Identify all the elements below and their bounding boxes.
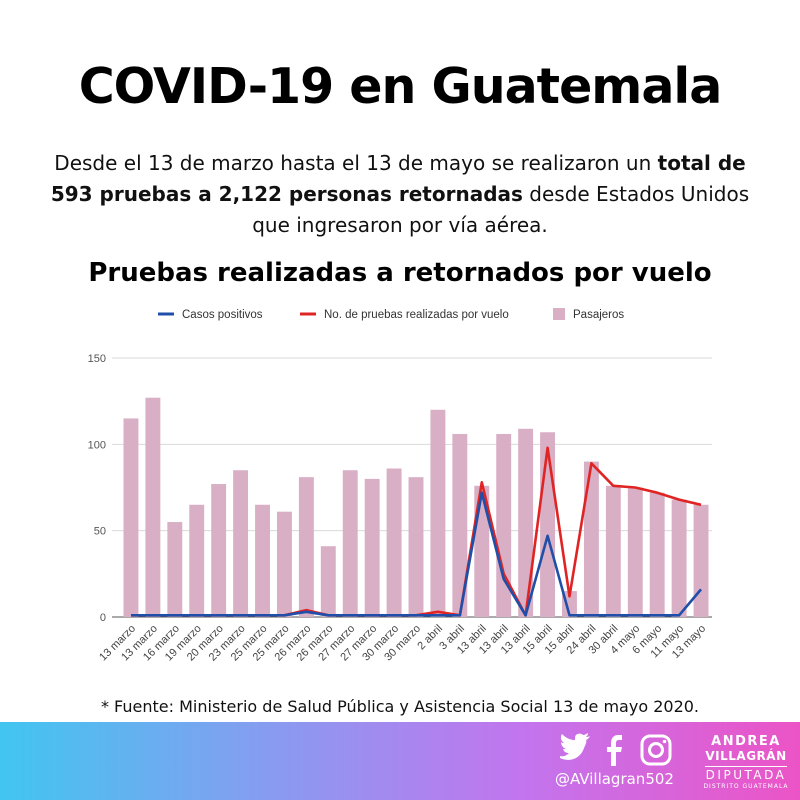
bar: [583, 461, 599, 617]
facebook-icon[interactable]: [607, 735, 622, 766]
bar: [211, 484, 227, 617]
bar: [167, 522, 183, 617]
bar: [276, 511, 292, 617]
bar: [430, 409, 446, 617]
legend-label: Pasajeros: [573, 309, 624, 321]
source-note: * Fuente: Ministerio de Salud Pública y …: [100, 697, 700, 716]
bar: [408, 477, 424, 617]
bar: [298, 477, 314, 617]
brand-role: DIPUTADA: [705, 766, 787, 782]
bar: [386, 468, 402, 617]
bar: [123, 418, 139, 617]
bar: [540, 432, 556, 617]
intro-text-part1: Desde el 13 de marzo hasta el 13 de mayo…: [54, 151, 658, 175]
bar-series: [123, 397, 709, 617]
bar: [518, 428, 534, 617]
y-tick-label: 100: [88, 439, 106, 451]
brand-name-last: VILLAGRÁN: [705, 749, 787, 763]
chart: Casos positivos No. de pruebas realizadas…: [88, 308, 712, 664]
bar: [693, 504, 709, 617]
brand-name-first: ANDREA: [711, 734, 781, 749]
bar: [189, 504, 205, 617]
brand-district: DISTRITO GUATEMALA: [703, 783, 789, 790]
brand-logo: ANDREA VILLAGRÁN DIPUTADA DISTRITO GUATE…: [701, 734, 791, 791]
bar: [233, 470, 249, 617]
instagram-icon[interactable]: [640, 734, 672, 766]
intro-text-part2: desde Estados Unidos que ingresaron por …: [252, 182, 750, 237]
bar: [671, 499, 687, 617]
bar: [342, 470, 358, 617]
bar: [452, 433, 468, 617]
bar: [364, 478, 380, 617]
chart-legend: Casos positivos No. de pruebas realizadas…: [158, 308, 624, 321]
y-tick-label: 150: [88, 353, 106, 365]
intro-text: Desde el 13 de marzo hasta el 13 de mayo…: [40, 148, 760, 241]
legend-label: No. de pruebas realizadas por vuelo: [324, 309, 509, 321]
chart-title: Pruebas realizadas a retornados por vuel…: [88, 258, 712, 288]
y-tick-label: 50: [94, 526, 106, 538]
bar: [627, 487, 643, 617]
intro-text-highlight: total de 593 pruebas a 2,122 personas re…: [50, 151, 746, 206]
social-handle[interactable]: @AVillagran502: [555, 770, 674, 788]
bar: [649, 492, 665, 617]
page-title: COVID-19 en Guatemala: [78, 58, 723, 115]
bar: [320, 546, 336, 617]
bar: [145, 397, 161, 617]
line-series: [131, 446, 702, 617]
bar: [496, 433, 512, 617]
y-tick-label: 0: [100, 612, 106, 624]
legend-label: Casos positivos: [182, 309, 263, 321]
bar: [255, 504, 270, 617]
series-line: [131, 491, 702, 617]
bar: [605, 485, 621, 617]
footer-banner: @AVillagran502 ANDREA VILLAGRÁN DIPUTADA…: [0, 722, 800, 800]
legend-swatch: [553, 308, 565, 320]
social-icons: [560, 733, 672, 766]
twitter-icon[interactable]: [560, 733, 590, 760]
